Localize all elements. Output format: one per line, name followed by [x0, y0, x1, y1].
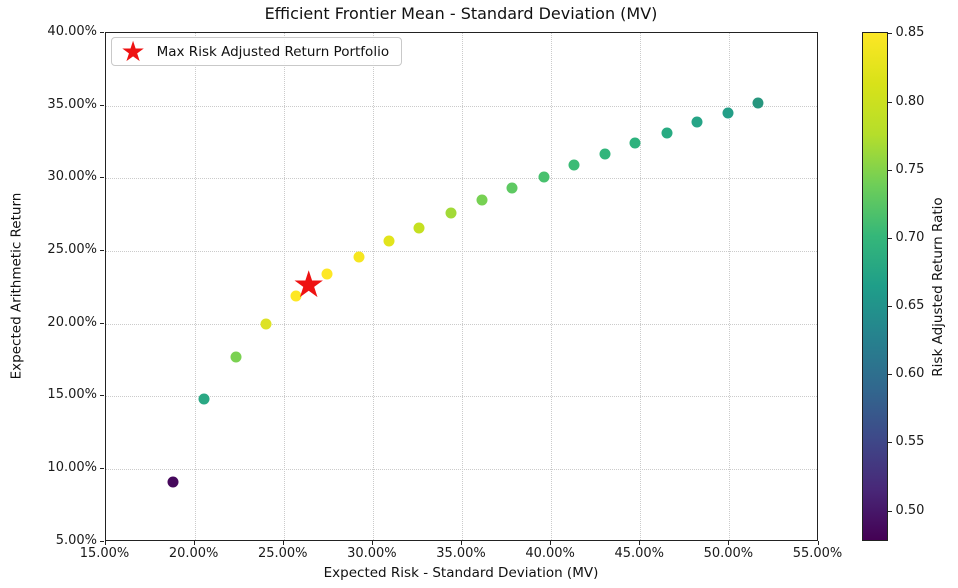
x-tick-mark: [461, 540, 462, 545]
y-axis-label: Expected Arithmetic Return: [8, 192, 25, 380]
colorbar-tick-label: 0.50: [895, 502, 925, 518]
colorbar-tick-label: 0.70: [895, 229, 925, 245]
gridline: [462, 33, 463, 540]
y-tick-label: 25.00%: [47, 241, 97, 257]
y-tick-label: 5.00%: [55, 532, 97, 548]
frontier-point: [661, 127, 673, 139]
frontier-point: [722, 107, 734, 119]
colorbar-tick-label: 0.60: [895, 366, 925, 382]
gridline: [105, 178, 817, 180]
legend-label: Max Risk Adjusted Return Portfolio: [156, 43, 390, 60]
y-tick-mark: [100, 467, 104, 469]
frontier-point: [321, 268, 333, 280]
colorbar-tick-mark: [887, 33, 892, 35]
colorbar-tick-mark: [887, 374, 892, 376]
colorbar: [861, 32, 888, 541]
frontier-point: [413, 222, 425, 234]
gridline: [105, 105, 817, 107]
gridline: [105, 250, 817, 252]
x-tick-mark: [639, 540, 641, 545]
x-tick-label: 30.00%: [347, 546, 397, 561]
x-tick-label: 50.00%: [703, 546, 754, 561]
gridline: [372, 33, 374, 540]
y-tick-label: 30.00%: [47, 169, 97, 185]
frontier-point: [599, 148, 611, 160]
frontier-point: [568, 159, 580, 171]
gridline: [105, 468, 817, 470]
colorbar-tick-label: 0.65: [895, 298, 925, 314]
y-tick-mark: [100, 322, 104, 324]
frontier-point: [752, 97, 764, 109]
frontier-point: [260, 318, 272, 330]
colorbar-tick-mark: [887, 306, 892, 308]
y-tick-label: 35.00%: [47, 96, 97, 112]
x-tick-label: 20.00%: [168, 546, 219, 561]
x-tick-mark: [193, 540, 195, 545]
frontier-point: [445, 207, 457, 219]
frontier-point: [353, 251, 365, 263]
colorbar-tick-mark: [887, 101, 892, 103]
y-tick-label: 40.00%: [47, 24, 97, 39]
y-tick-mark: [100, 32, 104, 33]
frontier-point: [506, 182, 518, 194]
chart-title: Efficient Frontier Mean - Standard Devia…: [264, 4, 658, 23]
frontier-point: [167, 476, 179, 488]
x-tick-label: 55.00%: [792, 546, 843, 561]
frontier-point: [476, 194, 488, 206]
gridline: [105, 323, 817, 325]
colorbar-tick-label: 0.75: [895, 161, 925, 177]
colorbar-tick-mark: [887, 237, 892, 239]
frontier-point: [290, 290, 302, 302]
frontier-point: [198, 393, 210, 405]
x-tick-mark: [282, 540, 284, 545]
x-tick-mark: [371, 540, 373, 545]
frontier-point: [230, 351, 242, 363]
x-tick-mark: [104, 540, 106, 545]
frontier-point: [629, 137, 641, 149]
y-tick-label: 15.00%: [47, 387, 97, 403]
gridline: [105, 396, 817, 398]
y-tick-mark: [100, 395, 104, 397]
x-tick-mark: [550, 540, 552, 545]
legend: ★ Max Risk Adjusted Return Portfolio: [110, 35, 403, 68]
gridline: [551, 33, 553, 540]
frontier-point: [538, 171, 550, 183]
x-tick-mark: [728, 540, 730, 545]
y-tick-mark: [100, 540, 104, 542]
colorbar-tick-mark: [887, 169, 892, 171]
x-tick-label: 25.00%: [257, 546, 308, 561]
star-icon: ★: [120, 35, 146, 68]
frontier-point: [383, 235, 395, 247]
colorbar-tick-label: 0.80: [895, 93, 925, 109]
y-tick-mark: [100, 177, 104, 179]
y-tick-mark: [100, 249, 104, 251]
x-tick-label: 40.00%: [525, 546, 575, 561]
x-tick-mark: [817, 540, 819, 545]
colorbar-tick-label: 0.85: [895, 25, 925, 41]
gridline: [283, 33, 285, 540]
max-rar-star-marker: ★: [292, 262, 326, 306]
colorbar-tick-mark: [887, 510, 892, 512]
gridline: [640, 33, 642, 540]
colorbar-tick-label: 0.55: [895, 434, 925, 450]
y-tick-label: 20.00%: [47, 314, 97, 330]
y-tick-mark: [100, 104, 104, 106]
gridline: [194, 33, 196, 540]
x-tick-label: 15.00%: [79, 546, 130, 561]
colorbar-tick-mark: [887, 442, 892, 444]
x-tick-label: 35.00%: [436, 546, 486, 561]
y-tick-label: 10.00%: [47, 459, 97, 475]
colorbar-label: Risk Adjusted Return Ratio: [930, 197, 946, 377]
gridline: [729, 33, 731, 540]
x-tick-label: 45.00%: [614, 546, 665, 561]
plot-area: ★ Max Risk Adjusted Return Portfolio ★: [104, 32, 818, 541]
frontier-point: [691, 116, 703, 128]
x-axis-label: Expected Risk - Standard Deviation (MV): [323, 565, 599, 581]
